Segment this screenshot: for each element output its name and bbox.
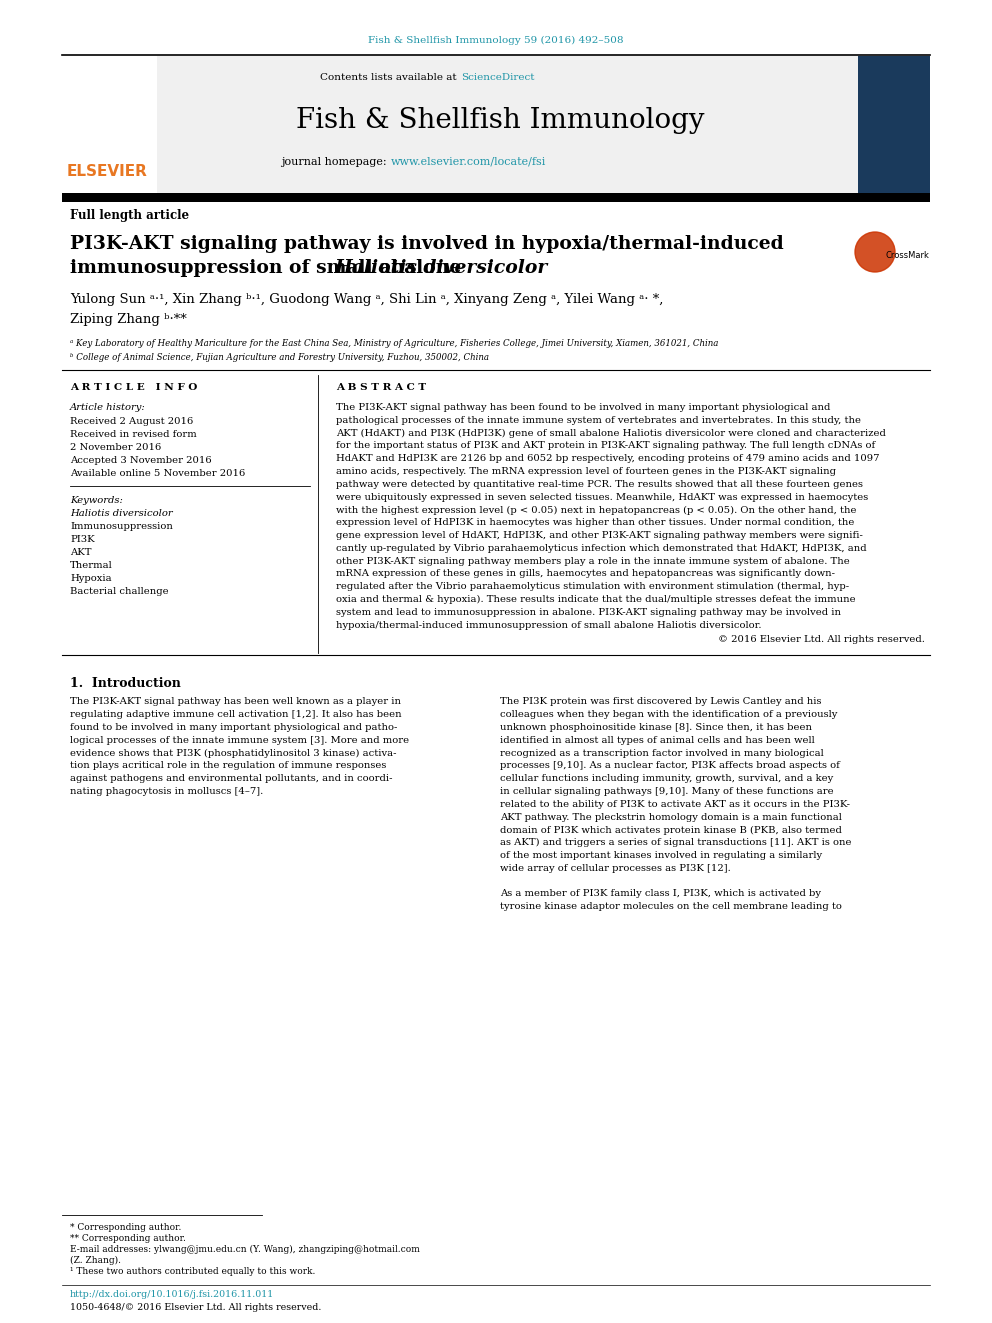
Text: logical processes of the innate immune system [3]. More and more: logical processes of the innate immune s… xyxy=(70,736,409,745)
Text: Received in revised form: Received in revised form xyxy=(70,430,196,439)
Text: tion plays acritical role in the regulation of immune responses: tion plays acritical role in the regulat… xyxy=(70,762,386,770)
Text: pathological processes of the innate immune system of vertebrates and invertebra: pathological processes of the innate imm… xyxy=(336,415,861,425)
Text: recognized as a transcription factor involved in many biological: recognized as a transcription factor inv… xyxy=(500,749,823,758)
Text: of the most important kinases involved in regulating a similarly: of the most important kinases involved i… xyxy=(500,851,822,860)
Text: tyrosine kinase adaptor molecules on the cell membrane leading to: tyrosine kinase adaptor molecules on the… xyxy=(500,902,842,912)
Text: for the important status of PI3K and AKT protein in PI3K-AKT signaling pathway. : for the important status of PI3K and AKT… xyxy=(336,442,875,450)
Text: E-mail addresses: ylwang@jmu.edu.cn (Y. Wang), zhangziping@hotmail.com: E-mail addresses: ylwang@jmu.edu.cn (Y. … xyxy=(70,1245,420,1254)
Text: nating phagocytosis in molluscs [4–7].: nating phagocytosis in molluscs [4–7]. xyxy=(70,787,263,796)
Text: AKT: AKT xyxy=(70,548,91,557)
Text: © 2016 Elsevier Ltd. All rights reserved.: © 2016 Elsevier Ltd. All rights reserved… xyxy=(718,635,925,644)
Text: ** Corresponding author.: ** Corresponding author. xyxy=(70,1234,186,1244)
Text: 1.  Introduction: 1. Introduction xyxy=(70,677,181,691)
Bar xyxy=(858,56,930,193)
Text: PI3K-AKT signaling pathway is involved in hypoxia/thermal-induced: PI3K-AKT signaling pathway is involved i… xyxy=(70,235,784,253)
Text: were ubiquitously expressed in seven selected tissues. Meanwhile, HdAKT was expr: were ubiquitously expressed in seven sel… xyxy=(336,492,868,501)
Text: system and lead to immunosuppression in abalone. PI3K-AKT signaling pathway may : system and lead to immunosuppression in … xyxy=(336,607,841,617)
Text: expression level of HdPI3K in haemocytes was higher than other tissues. Under no: expression level of HdPI3K in haemocytes… xyxy=(336,519,854,527)
Text: Hypoxia: Hypoxia xyxy=(70,574,112,583)
Text: evidence shows that PI3K (phosphatidylinositol 3 kinase) activa-: evidence shows that PI3K (phosphatidylin… xyxy=(70,749,397,758)
Text: ELSEVIER: ELSEVIER xyxy=(67,164,148,180)
Text: unknown phosphoinositide kinase [8]. Since then, it has been: unknown phosphoinositide kinase [8]. Sin… xyxy=(500,722,812,732)
Text: colleagues when they began with the identification of a previously: colleagues when they began with the iden… xyxy=(500,710,837,720)
Text: related to the ability of PI3K to activate AKT as it occurs in the PI3K-: related to the ability of PI3K to activa… xyxy=(500,800,850,808)
Text: AKT (HdAKT) and PI3K (HdPI3K) gene of small abalone Haliotis diversicolor were c: AKT (HdAKT) and PI3K (HdPI3K) gene of sm… xyxy=(336,429,886,438)
Text: Yulong Sun ᵃ·¹, Xin Zhang ᵇ·¹, Guodong Wang ᵃ, Shi Lin ᵃ, Xinyang Zeng ᵃ, Yilei : Yulong Sun ᵃ·¹, Xin Zhang ᵇ·¹, Guodong W… xyxy=(70,294,664,307)
Text: identified in almost all types of animal cells and has been well: identified in almost all types of animal… xyxy=(500,736,814,745)
Text: ScienceDirect: ScienceDirect xyxy=(461,74,535,82)
Text: * Corresponding author.: * Corresponding author. xyxy=(70,1222,182,1232)
Text: Bacterial challenge: Bacterial challenge xyxy=(70,587,169,595)
Text: Fish & Shellfish Immunology 59 (2016) 492–508: Fish & Shellfish Immunology 59 (2016) 49… xyxy=(368,36,624,45)
Text: regulating adaptive immune cell activation [1,2]. It also has been: regulating adaptive immune cell activati… xyxy=(70,710,402,720)
Text: As a member of PI3K family class I, PI3K, which is activated by: As a member of PI3K family class I, PI3K… xyxy=(500,889,821,898)
Text: Haliotis diversicolor: Haliotis diversicolor xyxy=(70,509,173,519)
Text: www.elsevier.com/locate/fsi: www.elsevier.com/locate/fsi xyxy=(391,157,547,167)
Text: Thermal: Thermal xyxy=(70,561,113,570)
Text: http://dx.doi.org/10.1016/j.fsi.2016.11.011: http://dx.doi.org/10.1016/j.fsi.2016.11.… xyxy=(70,1290,274,1299)
Text: Accepted 3 November 2016: Accepted 3 November 2016 xyxy=(70,456,211,464)
Text: Ziping Zhang ᵇ·**: Ziping Zhang ᵇ·** xyxy=(70,314,186,327)
Text: 1050-4648/© 2016 Elsevier Ltd. All rights reserved.: 1050-4648/© 2016 Elsevier Ltd. All right… xyxy=(70,1303,321,1312)
Text: mRNA expression of these genes in gills, haemocytes and hepatopancreas was signi: mRNA expression of these genes in gills,… xyxy=(336,569,835,578)
Text: A B S T R A C T: A B S T R A C T xyxy=(336,382,427,392)
Bar xyxy=(845,228,925,278)
Text: Keywords:: Keywords: xyxy=(70,496,123,505)
Text: (Z. Zhang).: (Z. Zhang). xyxy=(70,1256,121,1265)
Text: journal homepage:: journal homepage: xyxy=(281,157,390,167)
Bar xyxy=(62,193,930,202)
Text: The PI3K-AKT signal pathway has been well known as a player in: The PI3K-AKT signal pathway has been wel… xyxy=(70,697,401,706)
Text: Immunosuppression: Immunosuppression xyxy=(70,523,173,531)
Text: PI3K: PI3K xyxy=(70,534,94,544)
Text: other PI3K-AKT signaling pathway members play a role in the innate immune system: other PI3K-AKT signaling pathway members… xyxy=(336,557,850,566)
Text: hypoxia/thermal-induced immunosuppression of small abalone Haliotis diversicolor: hypoxia/thermal-induced immunosuppressio… xyxy=(336,620,762,630)
Text: A R T I C L E   I N F O: A R T I C L E I N F O xyxy=(70,382,197,392)
Text: ᵇ College of Animal Science, Fujian Agriculture and Forestry University, Fuzhou,: ᵇ College of Animal Science, Fujian Agri… xyxy=(70,352,489,361)
Text: regulated after the Vibrio parahaemolyticus stimulation with environment stimula: regulated after the Vibrio parahaemolyti… xyxy=(336,582,849,591)
Text: The PI3K-AKT signal pathway has been found to be involved in many important phys: The PI3K-AKT signal pathway has been fou… xyxy=(336,404,830,411)
Text: AKT pathway. The pleckstrin homology domain is a main functional: AKT pathway. The pleckstrin homology dom… xyxy=(500,812,842,822)
Text: The PI3K protein was first discovered by Lewis Cantley and his: The PI3K protein was first discovered by… xyxy=(500,697,821,706)
Text: Fish & Shellfish Immunology: Fish & Shellfish Immunology xyxy=(296,106,704,134)
Circle shape xyxy=(855,232,895,273)
Text: HdAKT and HdPI3K are 2126 bp and 6052 bp respectively, encoding proteins of 479 : HdAKT and HdPI3K are 2126 bp and 6052 bp… xyxy=(336,454,880,463)
Text: gene expression level of HdAKT, HdPI3K, and other PI3K-AKT signaling pathway mem: gene expression level of HdAKT, HdPI3K, … xyxy=(336,531,863,540)
Bar xyxy=(62,56,157,193)
Text: immunosuppression of small abalone: immunosuppression of small abalone xyxy=(70,259,468,277)
Bar xyxy=(62,56,930,193)
Text: cellular functions including immunity, growth, survival, and a key: cellular functions including immunity, g… xyxy=(500,774,833,783)
Text: domain of PI3K which activates protein kinase B (PKB, also termed: domain of PI3K which activates protein k… xyxy=(500,826,842,835)
Text: 2 November 2016: 2 November 2016 xyxy=(70,443,162,452)
Text: pathway were detected by quantitative real-time PCR. The results showed that all: pathway were detected by quantitative re… xyxy=(336,480,863,488)
Text: amino acids, respectively. The mRNA expression level of fourteen genes in the PI: amino acids, respectively. The mRNA expr… xyxy=(336,467,836,476)
Text: ¹ These two authors contributed equally to this work.: ¹ These two authors contributed equally … xyxy=(70,1267,315,1275)
Text: oxia and thermal & hypoxia). These results indicate that the dual/multiple stres: oxia and thermal & hypoxia). These resul… xyxy=(336,595,856,605)
Text: against pathogens and environmental pollutants, and in coordi-: against pathogens and environmental poll… xyxy=(70,774,393,783)
Text: processes [9,10]. As a nuclear factor, PI3K affects broad aspects of: processes [9,10]. As a nuclear factor, P… xyxy=(500,762,840,770)
Text: Haliotis diversicolor: Haliotis diversicolor xyxy=(334,259,548,277)
Text: Received 2 August 2016: Received 2 August 2016 xyxy=(70,417,193,426)
Text: Contents lists available at: Contents lists available at xyxy=(320,74,460,82)
Text: found to be involved in many important physiological and patho-: found to be involved in many important p… xyxy=(70,722,398,732)
Text: Available online 5 November 2016: Available online 5 November 2016 xyxy=(70,468,245,478)
Text: CrossMark: CrossMark xyxy=(885,250,929,259)
Text: wide array of cellular processes as PI3K [12].: wide array of cellular processes as PI3K… xyxy=(500,864,731,873)
Text: Article history:: Article history: xyxy=(70,404,146,411)
Text: with the highest expression level (p < 0.05) next in hepatopancreas (p < 0.05). : with the highest expression level (p < 0… xyxy=(336,505,856,515)
Text: in cellular signaling pathways [9,10]. Many of these functions are: in cellular signaling pathways [9,10]. M… xyxy=(500,787,833,796)
Text: cantly up-regulated by Vibrio parahaemolyticus infection which demonstrated that: cantly up-regulated by Vibrio parahaemol… xyxy=(336,544,867,553)
Text: ᵃ Key Laboratory of Healthy Mariculture for the East China Sea, Ministry of Agri: ᵃ Key Laboratory of Healthy Mariculture … xyxy=(70,340,718,348)
Text: as AKT) and triggers a series of signal transductions [11]. AKT is one: as AKT) and triggers a series of signal … xyxy=(500,839,851,847)
Text: Full length article: Full length article xyxy=(70,209,189,221)
